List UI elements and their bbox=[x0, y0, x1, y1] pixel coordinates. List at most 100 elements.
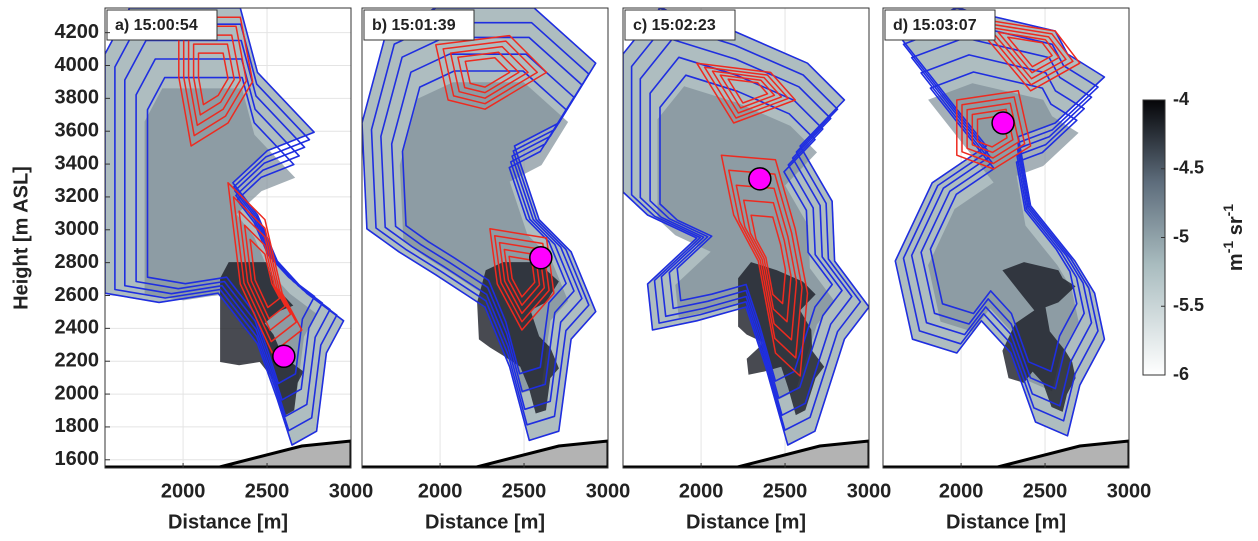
x-tick-label: 2500 bbox=[245, 480, 290, 502]
frame bbox=[882, 7, 1130, 469]
red-contour bbox=[720, 154, 809, 377]
marker bbox=[991, 111, 1015, 135]
x-tick-label: 2000 bbox=[418, 480, 463, 502]
plot-area bbox=[362, 8, 608, 468]
x-tick-label: 2000 bbox=[939, 480, 984, 502]
x-axis-label: Distance [m] bbox=[946, 511, 1066, 533]
blue-contour bbox=[370, 21, 590, 426]
red-contour bbox=[178, 16, 254, 147]
ground bbox=[472, 439, 608, 468]
red-contour bbox=[696, 62, 796, 124]
red-contour bbox=[719, 74, 776, 109]
colorbar-label-part: sr bbox=[1225, 216, 1247, 241]
red-contour bbox=[493, 234, 550, 323]
y-tick-label: 2800 bbox=[55, 251, 100, 273]
blue-contour bbox=[146, 76, 316, 385]
red-contour bbox=[727, 78, 769, 104]
title-box bbox=[884, 9, 996, 41]
red-contour bbox=[703, 66, 790, 119]
red-contour bbox=[742, 199, 792, 323]
panel-title: b) 15:01:39 bbox=[372, 17, 456, 34]
panel-title: d) 15:03:07 bbox=[893, 17, 977, 34]
red-contour bbox=[243, 224, 286, 320]
red-contour bbox=[498, 241, 546, 315]
frame bbox=[104, 7, 352, 469]
red-contour bbox=[182, 25, 248, 137]
red-contour bbox=[442, 40, 539, 105]
red-contour bbox=[457, 51, 520, 94]
colorbar-label-part: -1 bbox=[1220, 204, 1236, 217]
x-axis-label: Distance [m] bbox=[168, 511, 288, 533]
title-box bbox=[363, 9, 475, 41]
y-tick-label: 3000 bbox=[55, 218, 100, 240]
red-contour bbox=[249, 238, 281, 309]
y-tick-label: 3600 bbox=[55, 119, 100, 141]
red-contour bbox=[735, 184, 798, 341]
blue-contour bbox=[630, 22, 862, 431]
y-tick-label: 4000 bbox=[55, 54, 100, 76]
frame bbox=[622, 7, 870, 469]
red-contour bbox=[750, 214, 787, 305]
blue-contour bbox=[894, 8, 1106, 437]
panel-title: a) 15:00:54 bbox=[115, 17, 198, 34]
marker bbox=[748, 167, 772, 191]
plot-area bbox=[623, 8, 869, 468]
colorbar-label: m-1 sr-1 bbox=[1220, 204, 1248, 271]
y-tick-label: 1800 bbox=[55, 415, 100, 437]
x-axis-label: Distance [m] bbox=[425, 511, 545, 533]
red-contour bbox=[192, 43, 235, 116]
colorbar-label-part: m bbox=[1225, 253, 1247, 271]
plume-core bbox=[1002, 262, 1076, 412]
red-contour bbox=[978, 21, 1074, 86]
title-box bbox=[624, 9, 736, 41]
y-tick-label: 4200 bbox=[55, 21, 100, 43]
ground bbox=[215, 439, 351, 468]
blue-contour bbox=[401, 70, 567, 375]
plot-area bbox=[883, 8, 1129, 468]
red-contour bbox=[728, 169, 803, 359]
red-contour bbox=[227, 182, 303, 354]
plot-area bbox=[105, 8, 351, 468]
red-contour bbox=[1007, 36, 1053, 68]
blue-contour bbox=[639, 38, 853, 416]
x-axis-label: Distance [m] bbox=[686, 511, 806, 533]
x-tick-label: 3000 bbox=[847, 480, 892, 502]
y-tick-label: 2400 bbox=[55, 317, 100, 339]
red-contour bbox=[968, 16, 1081, 92]
colorbar-tick-label: -5.5 bbox=[1173, 295, 1204, 315]
x-tick-label: 3000 bbox=[1107, 480, 1152, 502]
red-contour bbox=[997, 31, 1060, 74]
x-tick-label: 2500 bbox=[1023, 480, 1068, 502]
blue-contour bbox=[623, 8, 869, 446]
ground bbox=[993, 439, 1129, 468]
red-contour bbox=[187, 34, 242, 127]
ground bbox=[733, 439, 869, 468]
blue-contour bbox=[902, 22, 1099, 422]
red-contour bbox=[435, 34, 548, 110]
x-tick-label: 3000 bbox=[586, 480, 631, 502]
y-tick-label: 1600 bbox=[55, 448, 100, 470]
red-contour bbox=[489, 228, 555, 331]
red-contour bbox=[711, 70, 783, 114]
y-tick-label: 2200 bbox=[55, 349, 100, 371]
plume-core bbox=[144, 88, 317, 404]
blue-contour bbox=[380, 36, 583, 411]
colorbar-tick-label: -4.5 bbox=[1173, 158, 1204, 178]
panel-title: c) 15:02:23 bbox=[633, 17, 716, 34]
blue-contour bbox=[362, 8, 597, 442]
y-tick-label: 3200 bbox=[55, 185, 100, 207]
blue-contour bbox=[920, 54, 1085, 390]
red-contour bbox=[238, 210, 292, 331]
red-contour bbox=[987, 26, 1067, 80]
y-tick-label: 2600 bbox=[55, 284, 100, 306]
red-contour bbox=[971, 108, 1014, 154]
colorbar-label-part: -1 bbox=[1220, 241, 1236, 254]
x-tick-label: 2500 bbox=[763, 480, 808, 502]
colorbar-tick-label: -4 bbox=[1173, 89, 1189, 109]
x-tick-label: 2500 bbox=[502, 480, 547, 502]
blue-contour bbox=[929, 71, 1078, 373]
y-tick-label: 2000 bbox=[55, 382, 100, 404]
red-contour bbox=[232, 196, 298, 343]
